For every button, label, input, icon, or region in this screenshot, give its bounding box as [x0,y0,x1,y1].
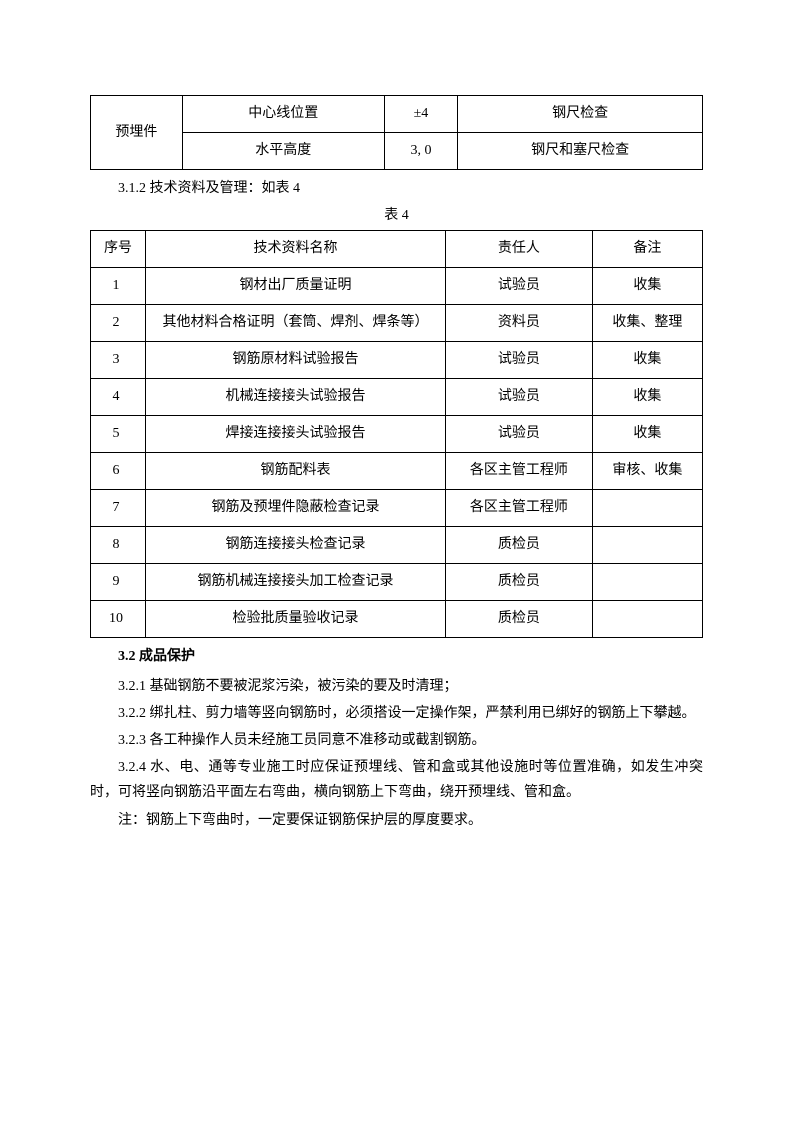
cell-name: 钢筋机械连接接头加工检查记录 [146,564,446,601]
section-32-title: 3.2 成品保护 [90,644,703,669]
table-row: 7 钢筋及预埋件隐蔽检查记录 各区主管工程师 [91,490,703,527]
cell-seq: 6 [91,453,146,490]
cell-seq: 3 [91,342,146,379]
header-person: 责任人 [445,231,592,268]
cell-name: 机械连接接头试验报告 [146,379,446,416]
cell-item: 中心线位置 [182,96,384,133]
cell-tol: ±4 [384,96,457,133]
cell-name: 钢材出厂质量证明 [146,268,446,305]
table-row: 3 钢筋原材料试验报告 试验员 收集 [91,342,703,379]
cell-seq: 7 [91,490,146,527]
cell-person: 质检员 [445,601,592,638]
cell-person: 资料员 [445,305,592,342]
cell-person: 质检员 [445,564,592,601]
para-321: 3.2.1 基础钢筋不要被泥浆污染，被污染的要及时清理； [90,674,703,699]
table-row: 2 其他材料合格证明（套筒、焊剂、焊条等） 资料员 收集、整理 [91,305,703,342]
cell-name: 钢筋连接接头检查记录 [146,527,446,564]
table-row: 5 焊接连接接头试验报告 试验员 收集 [91,416,703,453]
table-row: 6 钢筋配料表 各区主管工程师 审核、收集 [91,453,703,490]
cell-name: 钢筋配料表 [146,453,446,490]
row-label: 预埋件 [91,96,183,170]
embedded-parts-table: 预埋件 中心线位置 ±4 钢尺检查 水平高度 3, 0 钢尺和塞尺检查 [90,95,703,170]
cell-note: 收集、整理 [592,305,702,342]
table-row: 1 钢材出厂质量证明 试验员 收集 [91,268,703,305]
table4-label: 表 4 [90,203,703,228]
cell-note [592,490,702,527]
cell-person: 质检员 [445,527,592,564]
cell-name: 钢筋及预埋件隐蔽检查记录 [146,490,446,527]
table-row: 4 机械连接接头试验报告 试验员 收集 [91,379,703,416]
cell-person: 试验员 [445,268,592,305]
cell-seq: 9 [91,564,146,601]
table-row: 8 钢筋连接接头检查记录 质检员 [91,527,703,564]
para-323: 3.2.3 各工种操作人员未经施工员同意不准移动或截割钢筋。 [90,728,703,753]
cell-item: 水平高度 [182,133,384,170]
cell-person: 试验员 [445,342,592,379]
cell-seq: 5 [91,416,146,453]
header-seq: 序号 [91,231,146,268]
cell-name: 检验批质量验收记录 [146,601,446,638]
cell-note: 收集 [592,342,702,379]
cell-person: 各区主管工程师 [445,453,592,490]
header-name: 技术资料名称 [146,231,446,268]
cell-check: 钢尺检查 [458,96,703,133]
cell-tol: 3, 0 [384,133,457,170]
cell-seq: 2 [91,305,146,342]
cell-person: 试验员 [445,379,592,416]
cell-seq: 8 [91,527,146,564]
cell-seq: 1 [91,268,146,305]
cell-note: 收集 [592,416,702,453]
para-324: 3.2.4 水、电、通等专业施工时应保证预埋线、管和盒或其他设施时等位置准确，如… [90,755,703,805]
table-row: 10 检验批质量验收记录 质检员 [91,601,703,638]
tech-docs-table: 序号 技术资料名称 责任人 备注 1 钢材出厂质量证明 试验员 收集 2 其他材… [90,230,703,638]
cell-note [592,527,702,564]
cell-person: 各区主管工程师 [445,490,592,527]
caption-312: 3.1.2 技术资料及管理：如表 4 [90,176,703,201]
cell-note [592,601,702,638]
cell-seq: 10 [91,601,146,638]
cell-name: 钢筋原材料试验报告 [146,342,446,379]
cell-name: 焊接连接接头试验报告 [146,416,446,453]
table-row: 9 钢筋机械连接接头加工检查记录 质检员 [91,564,703,601]
cell-seq: 4 [91,379,146,416]
header-note: 备注 [592,231,702,268]
cell-note: 收集 [592,268,702,305]
cell-note [592,564,702,601]
cell-check: 钢尺和塞尺检查 [458,133,703,170]
cell-name: 其他材料合格证明（套筒、焊剂、焊条等） [146,305,446,342]
cell-note: 审核、收集 [592,453,702,490]
para-322: 3.2.2 绑扎柱、剪力墙等竖向钢筋时，必须搭设一定操作架，严禁利用已绑好的钢筋… [90,701,703,726]
cell-person: 试验员 [445,416,592,453]
para-note: 注：钢筋上下弯曲时，一定要保证钢筋保护层的厚度要求。 [90,808,703,833]
cell-note: 收集 [592,379,702,416]
